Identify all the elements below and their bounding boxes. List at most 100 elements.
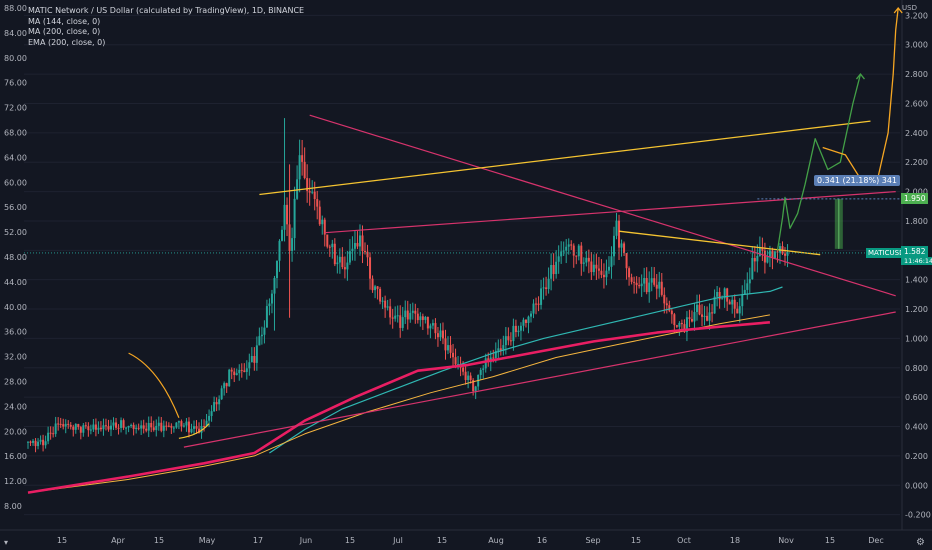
candle-body (509, 340, 512, 342)
candle-body (514, 325, 517, 333)
candle-body (492, 357, 495, 359)
x-axis-tick: Apr (111, 536, 126, 545)
left-axis-tick: 20.00 (4, 427, 27, 436)
candle-body (348, 251, 351, 263)
candle-body (379, 288, 382, 302)
candle-body (29, 441, 32, 443)
candle-body (213, 402, 216, 412)
candle-body (326, 234, 329, 247)
candle-body (142, 425, 145, 429)
candle-body (660, 281, 663, 295)
candle-body (570, 244, 573, 246)
candle-body (250, 355, 253, 363)
x-axis-tick: Sep (585, 536, 600, 545)
candle-body (135, 427, 138, 429)
candle-body (140, 425, 143, 429)
candle-body (381, 300, 384, 302)
target-arrowhead (893, 6, 903, 14)
x-axis-tick: Jun (299, 536, 313, 545)
left-axis-tick: 84.00 (4, 29, 27, 38)
indicator-ma144[interactable]: MA (144, close, 0) (28, 16, 101, 26)
candle-body (552, 265, 555, 275)
candle-body (275, 260, 278, 279)
candle-body (328, 246, 331, 248)
candle-body (218, 399, 221, 405)
candle-body (545, 287, 548, 290)
candle-body (69, 424, 72, 427)
candle-body (296, 179, 299, 199)
indicator-lines (27, 286, 783, 494)
right-axis-tick: -0.200 (905, 511, 931, 520)
candle-body (648, 282, 651, 293)
candle-body (384, 300, 387, 308)
candle-body (64, 423, 67, 427)
candle-body (530, 313, 532, 317)
chevron-down-icon[interactable]: ▾ (4, 538, 9, 547)
candle-body (688, 317, 691, 319)
candle-body (62, 424, 65, 427)
candle-body (228, 369, 231, 387)
candle-body (371, 278, 374, 291)
candle-body (112, 422, 115, 426)
candle-body (137, 427, 140, 429)
left-axis-tick: 76.00 (4, 79, 27, 88)
right-axis-tick: 2.000 (905, 188, 928, 197)
candle-body (431, 323, 434, 326)
candle-body (364, 251, 367, 253)
candle-body (399, 315, 402, 328)
indicator-ema200[interactable]: EMA (200, close, 0) (28, 37, 106, 47)
settings-icon[interactable]: ⚙ (916, 537, 925, 548)
x-axis-tick: Nov (778, 536, 794, 545)
candle-body (708, 312, 711, 321)
candle-body (731, 299, 734, 305)
candle-body (311, 191, 314, 193)
channel-yellow (259, 120, 871, 196)
candle-body (361, 235, 364, 252)
candle-body (726, 288, 729, 302)
right-axis-tick: 2.400 (905, 129, 928, 138)
candle-body (602, 274, 605, 278)
candle-body (620, 243, 623, 248)
candle-body (44, 441, 47, 446)
candle-body (444, 338, 447, 351)
candle-body (52, 433, 55, 435)
candle-body (610, 256, 613, 267)
projection-arrowhead (855, 73, 865, 80)
candle-body (316, 199, 319, 207)
candle-body (245, 368, 248, 372)
candle-body (494, 350, 497, 358)
candle-body (670, 310, 673, 315)
candle-body (243, 370, 246, 372)
indicator-ma200[interactable]: MA (200, close, 0) (28, 27, 101, 36)
candle-body (182, 425, 185, 427)
candle-body (404, 310, 407, 318)
candle-body (469, 375, 472, 380)
candle-body (203, 425, 206, 427)
right-axis-tick: 0.800 (905, 364, 928, 373)
candle-body (756, 255, 759, 262)
candle-body (47, 432, 50, 442)
x-axis-tick: 16 (537, 536, 547, 545)
candle-body (253, 355, 256, 363)
candle-body (580, 245, 583, 264)
candle-body (115, 422, 118, 428)
candle-body (336, 262, 339, 265)
candle-body (711, 312, 714, 314)
candle-body (122, 420, 125, 428)
chart-grid (24, 0, 903, 530)
candle-body (784, 253, 787, 256)
currency-label[interactable]: USD (902, 4, 917, 12)
candle-body (54, 423, 57, 434)
x-axis: 15 Apr 15 May 17 Jun 15 Jul 15 Aug 16 Sep 15 Oct 18 Nov… (0, 529, 932, 545)
target-price-tag: 1.950 (901, 193, 929, 204)
candle-body (550, 265, 553, 279)
candle-body (233, 371, 236, 376)
candle-body (633, 281, 636, 283)
candle-body (434, 323, 437, 334)
right-axis-tick: 1.800 (905, 217, 928, 226)
candle-body (736, 308, 739, 314)
x-axis-tick: Dec (868, 536, 883, 545)
candle-body (467, 375, 470, 380)
candle-body (612, 235, 615, 257)
